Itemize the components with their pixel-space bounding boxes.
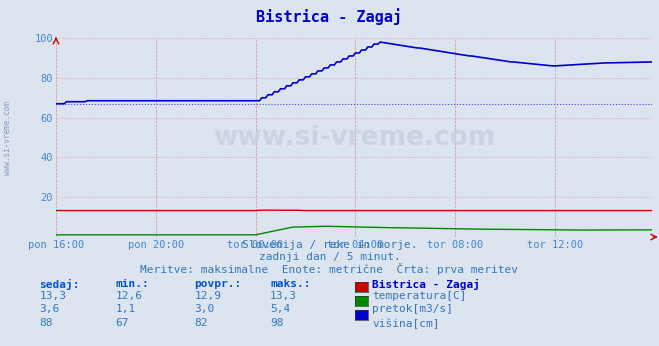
Text: zadnji dan / 5 minut.: zadnji dan / 5 minut. xyxy=(258,252,401,262)
Text: pretok[m3/s]: pretok[m3/s] xyxy=(372,304,453,315)
Text: www.si-vreme.com: www.si-vreme.com xyxy=(213,125,496,151)
Text: Bistrica - Zagaj: Bistrica - Zagaj xyxy=(372,279,480,290)
Text: sedaj:: sedaj: xyxy=(40,279,80,290)
Text: 13,3: 13,3 xyxy=(40,291,67,301)
Text: višina[cm]: višina[cm] xyxy=(372,318,440,329)
Text: 88: 88 xyxy=(40,318,53,328)
Text: 82: 82 xyxy=(194,318,208,328)
Text: Slovenija / reke in morje.: Slovenija / reke in morje. xyxy=(242,240,417,251)
Text: 13,3: 13,3 xyxy=(270,291,297,301)
Text: 3,0: 3,0 xyxy=(194,304,215,315)
Text: maks.:: maks.: xyxy=(270,279,310,289)
Text: 5,4: 5,4 xyxy=(270,304,291,315)
Text: 98: 98 xyxy=(270,318,283,328)
Text: www.si-vreme.com: www.si-vreme.com xyxy=(3,101,13,175)
Text: 3,6: 3,6 xyxy=(40,304,60,315)
Text: 1,1: 1,1 xyxy=(115,304,136,315)
Text: Bistrica - Zagaj: Bistrica - Zagaj xyxy=(256,9,403,26)
Text: 67: 67 xyxy=(115,318,129,328)
Text: 12,9: 12,9 xyxy=(194,291,221,301)
Text: Meritve: maksimalne  Enote: metrične  Črta: prva meritev: Meritve: maksimalne Enote: metrične Črta… xyxy=(140,263,519,275)
Text: 12,6: 12,6 xyxy=(115,291,142,301)
Text: temperatura[C]: temperatura[C] xyxy=(372,291,467,301)
Text: min.:: min.: xyxy=(115,279,149,289)
Text: povpr.:: povpr.: xyxy=(194,279,242,289)
